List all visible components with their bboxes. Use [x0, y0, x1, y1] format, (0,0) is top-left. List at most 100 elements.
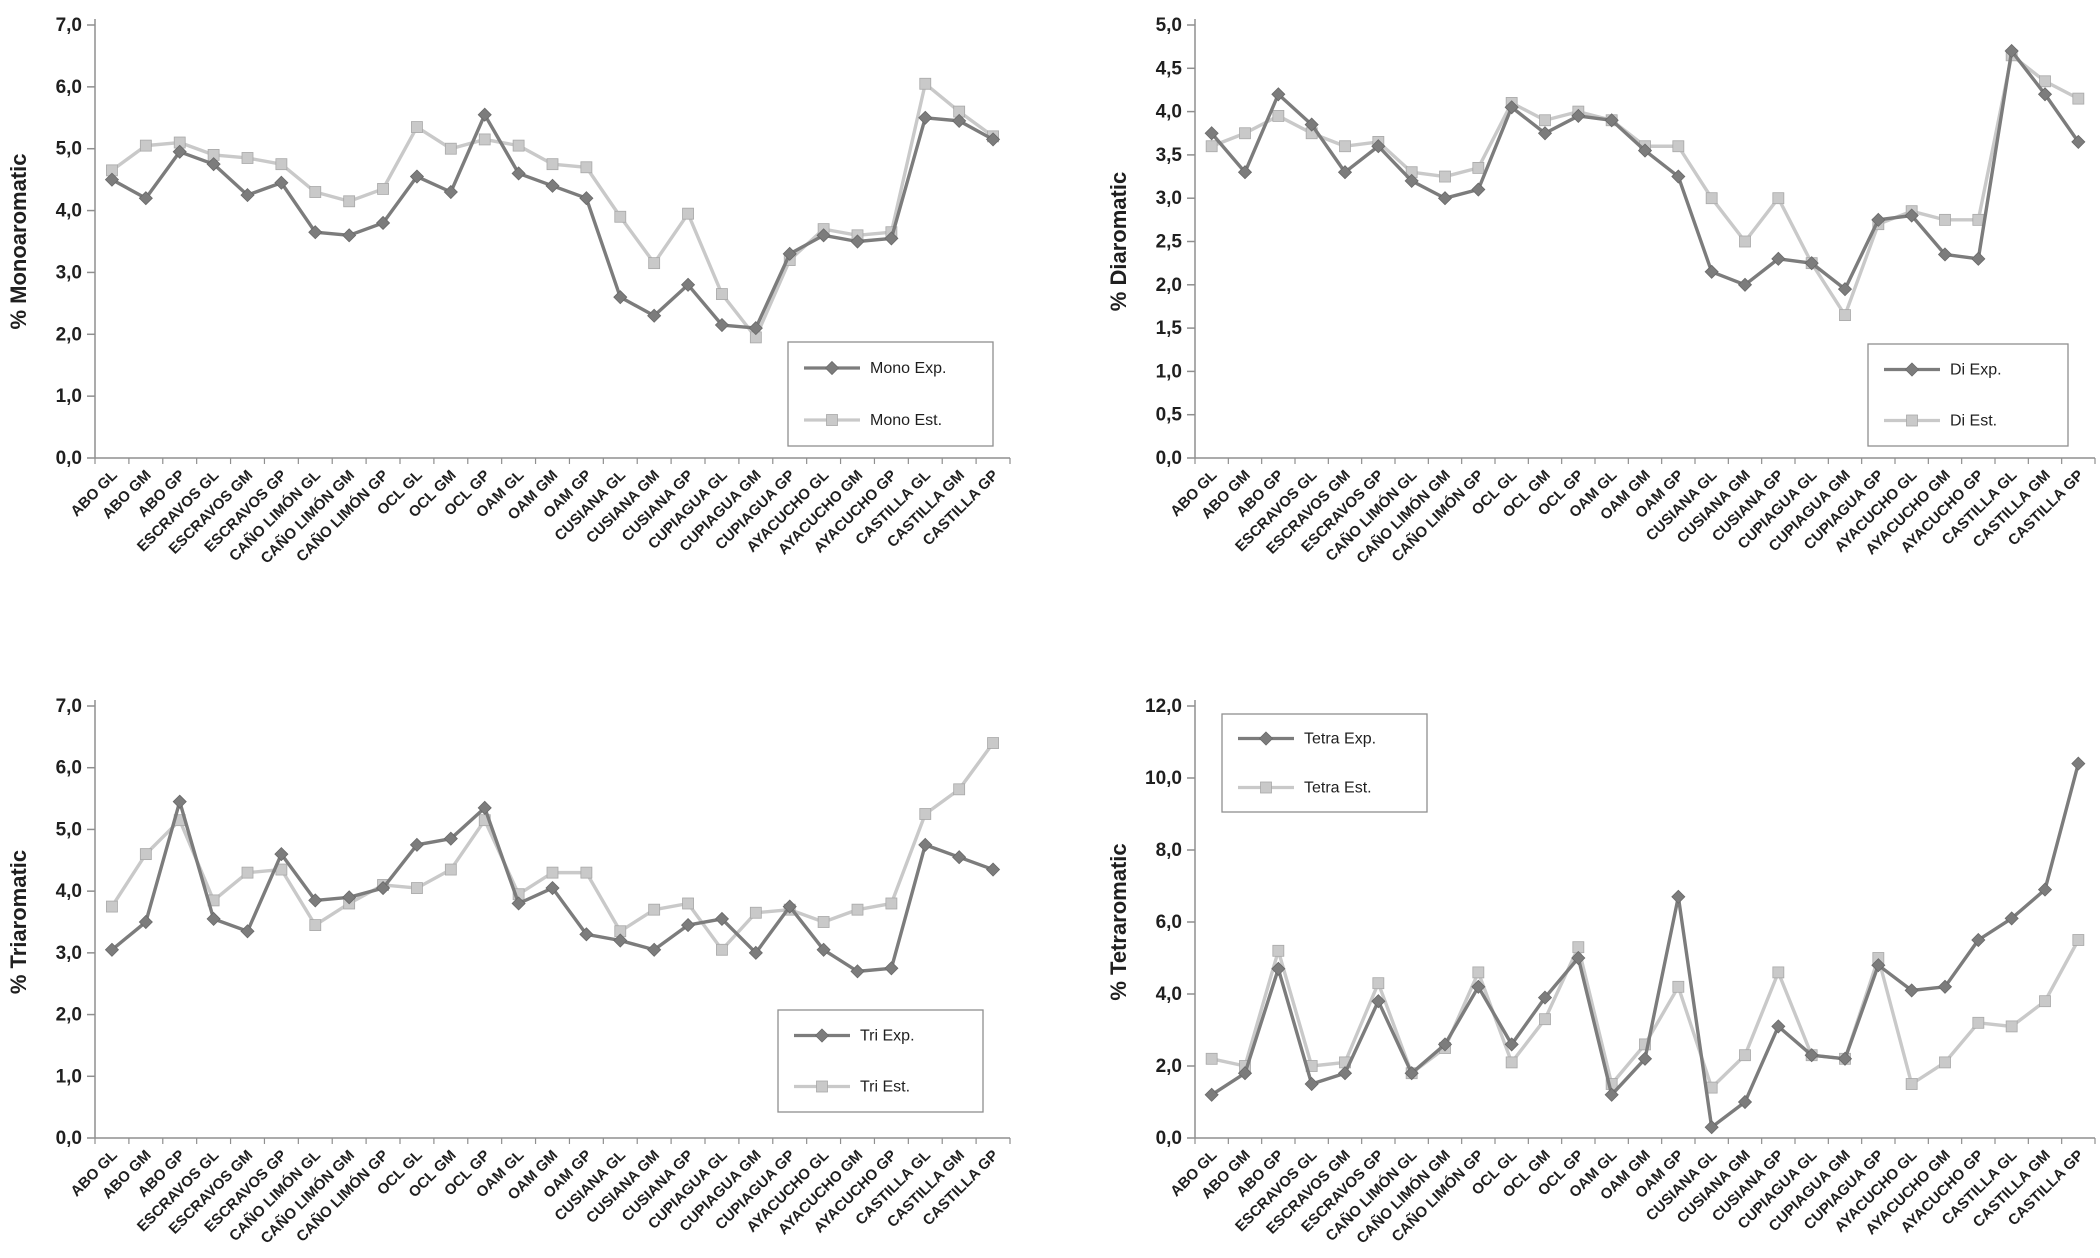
legend-label: Tri Exp.	[860, 1028, 915, 1045]
y-tick-label: 2,0	[56, 1005, 82, 1026]
diamond-marker	[814, 1028, 830, 1043]
diamond-marker	[545, 178, 560, 193]
y-tick-label: 5,0	[56, 819, 82, 840]
square-marker	[106, 900, 118, 913]
diamond-marker	[1271, 87, 1286, 102]
diamond-marker	[1571, 108, 1586, 123]
square-marker	[444, 863, 457, 876]
square-marker	[1205, 1052, 1218, 1065]
square-marker	[1672, 980, 1685, 993]
legend: Di Exp. Di Est.	[1867, 343, 2069, 447]
diamond-marker	[2071, 756, 2086, 771]
y-tick-label: 10,0	[1145, 768, 1182, 789]
diamond-marker	[1971, 932, 1986, 948]
square-marker	[716, 943, 728, 956]
square-marker	[309, 919, 322, 931]
y-tick-label: 0,0	[56, 1128, 82, 1149]
square-marker	[1539, 114, 1551, 127]
y-tick-label: 1,0	[1156, 361, 1182, 382]
square-marker	[1505, 1056, 1518, 1069]
square-marker	[1372, 977, 1385, 990]
y-tick-label: 12,0	[1145, 696, 1182, 717]
square-marker	[614, 210, 627, 223]
series-markers-mono-exp	[104, 107, 1001, 336]
diamond-marker	[104, 172, 120, 187]
square-marker	[377, 183, 389, 195]
y-axis: 0,0 2,0 4,0 6,0 8,0 10,0 12,0	[1145, 696, 1195, 1149]
diamond-marker	[138, 191, 153, 206]
square-marker	[411, 121, 423, 133]
x-axis-ticks	[1194, 1138, 2096, 1144]
axes	[1194, 700, 2095, 1139]
y-tick-label: 5,0	[1156, 15, 1182, 36]
diamond-marker	[1304, 1076, 1319, 1092]
diamond-marker	[240, 188, 255, 203]
y-tick-label: 6,0	[56, 77, 82, 98]
y-tick-label: 8,0	[1156, 840, 1182, 861]
diamond-marker	[782, 899, 797, 914]
square-marker	[885, 897, 898, 910]
diamond-marker	[1504, 100, 1519, 115]
square-marker	[546, 158, 559, 171]
diamond-marker	[409, 169, 425, 184]
diamond-marker	[1871, 958, 1886, 973]
diamond-marker	[1937, 979, 1953, 994]
diamond-marker	[2004, 43, 2019, 59]
diamond-marker	[1737, 1094, 1753, 1110]
diamond-marker	[172, 794, 187, 809]
diamond-marker	[1371, 139, 1386, 154]
square-marker	[580, 866, 593, 879]
diamond-marker	[2037, 882, 2053, 897]
series-markers-tetra-est	[1205, 934, 2085, 1094]
diamond-marker	[1437, 191, 1453, 206]
diamond-marker	[1337, 165, 1353, 180]
square-marker	[1939, 1056, 1951, 1069]
diamond-marker	[342, 228, 357, 243]
square-marker	[1260, 781, 1272, 794]
diamond-marker	[1604, 113, 1619, 128]
square-marker	[1472, 966, 1485, 979]
square-marker	[1339, 140, 1351, 153]
square-marker	[1439, 170, 1451, 183]
y-tick-label: 4,0	[56, 201, 82, 222]
diamond-marker	[1671, 169, 1686, 184]
x-axis-ticks	[94, 1138, 1011, 1144]
diamond-marker	[1371, 994, 1386, 1009]
y-axis-title: % Tetraromatic	[1106, 843, 1131, 1000]
diamond-marker	[1504, 1037, 1519, 1052]
diamond-marker	[477, 107, 492, 122]
square-marker	[817, 916, 830, 928]
square-marker	[1639, 1038, 1651, 1051]
diamond-marker	[824, 360, 840, 376]
diamond-marker	[1937, 247, 1953, 262]
y-tick-label: 3,0	[56, 943, 82, 964]
diamond-marker	[579, 927, 594, 942]
legend-label: Mono Est.	[870, 412, 942, 429]
y-tick-label: 5,0	[56, 139, 82, 160]
y-tick-label: 1,0	[56, 386, 82, 407]
diamond-marker	[545, 880, 560, 896]
diamond-marker	[850, 964, 865, 979]
y-axis: 0,0 1,0 2,0 3,0 4,0 5,0 6,0 7,0	[56, 696, 95, 1149]
diamond-marker	[138, 914, 153, 930]
legend-box	[1221, 713, 1428, 813]
series-line-tri-est	[110, 741, 995, 952]
diamond-marker	[985, 132, 1001, 147]
square-marker	[512, 139, 525, 152]
square-marker	[241, 152, 254, 164]
diamond-marker	[647, 308, 662, 323]
diamond-marker	[1304, 117, 1319, 132]
legend-label: Tetra Est.	[1304, 780, 1372, 797]
y-tick-label: 3,5	[1156, 145, 1183, 166]
legend-label: Tri Est.	[860, 1079, 910, 1096]
square-marker	[139, 848, 152, 861]
diamond-marker	[240, 924, 255, 939]
y-tick-label: 2,0	[1156, 275, 1182, 296]
diamond-marker	[1471, 979, 1486, 994]
diamond-marker	[1404, 1066, 1419, 1081]
series-markers-di-est	[1205, 49, 2085, 322]
diamond-marker	[104, 942, 120, 957]
